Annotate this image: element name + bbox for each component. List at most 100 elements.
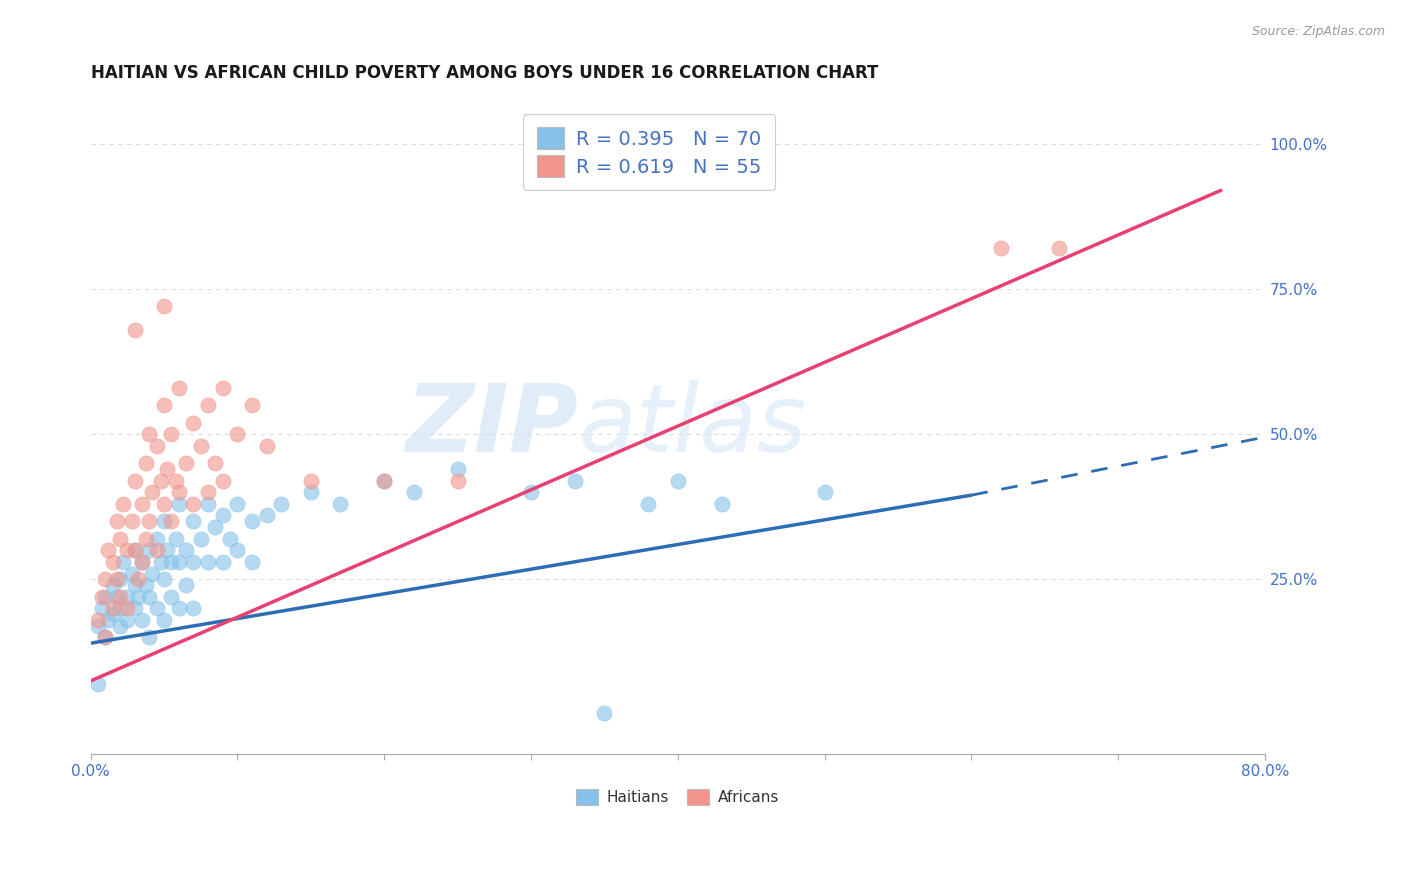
Point — [240, 555, 263, 569]
Point — [111, 555, 134, 569]
Point — [135, 456, 157, 470]
Point — [240, 514, 263, 528]
Point — [204, 520, 226, 534]
Point — [141, 485, 163, 500]
Point — [124, 474, 146, 488]
Point — [150, 474, 173, 488]
Point — [165, 532, 187, 546]
Point — [564, 474, 586, 488]
Point — [117, 613, 139, 627]
Point — [145, 543, 167, 558]
Point — [219, 532, 242, 546]
Point — [153, 398, 176, 412]
Point — [135, 578, 157, 592]
Point — [108, 572, 131, 586]
Point — [156, 543, 179, 558]
Point — [197, 398, 219, 412]
Point — [446, 462, 468, 476]
Point — [373, 474, 395, 488]
Point — [94, 590, 117, 604]
Point — [94, 631, 117, 645]
Point — [190, 439, 212, 453]
Point — [256, 439, 278, 453]
Point — [121, 514, 143, 528]
Point — [111, 497, 134, 511]
Point — [183, 416, 205, 430]
Point — [156, 462, 179, 476]
Point — [183, 601, 205, 615]
Point — [135, 532, 157, 546]
Legend: Haitians, Africans: Haitians, Africans — [569, 782, 786, 812]
Point — [127, 590, 149, 604]
Text: ZIP: ZIP — [405, 379, 578, 472]
Point — [211, 474, 233, 488]
Point — [108, 590, 131, 604]
Point — [124, 543, 146, 558]
Point — [138, 427, 160, 442]
Point — [138, 543, 160, 558]
Point — [226, 427, 249, 442]
Point — [167, 381, 190, 395]
Point — [167, 485, 190, 500]
Point — [108, 619, 131, 633]
Text: HAITIAN VS AFRICAN CHILD POVERTY AMONG BOYS UNDER 16 CORRELATION CHART: HAITIAN VS AFRICAN CHILD POVERTY AMONG B… — [90, 64, 877, 82]
Text: atlas: atlas — [578, 380, 806, 471]
Point — [160, 590, 183, 604]
Point — [138, 590, 160, 604]
Point — [299, 485, 322, 500]
Point — [105, 572, 128, 586]
Point — [105, 590, 128, 604]
Point — [131, 555, 153, 569]
Point — [174, 543, 197, 558]
Point — [167, 601, 190, 615]
Point — [91, 601, 114, 615]
Point — [593, 706, 616, 720]
Point — [117, 590, 139, 604]
Point — [299, 474, 322, 488]
Point — [226, 543, 249, 558]
Point — [87, 677, 110, 691]
Point — [117, 543, 139, 558]
Point — [1047, 242, 1070, 256]
Point — [226, 497, 249, 511]
Point — [153, 497, 176, 511]
Point — [127, 572, 149, 586]
Point — [138, 514, 160, 528]
Point — [211, 555, 233, 569]
Point — [204, 456, 226, 470]
Point — [101, 607, 124, 622]
Point — [190, 532, 212, 546]
Point — [121, 566, 143, 581]
Point — [211, 381, 233, 395]
Point — [197, 555, 219, 569]
Point — [165, 474, 187, 488]
Point — [160, 514, 183, 528]
Point — [637, 497, 659, 511]
Point — [94, 631, 117, 645]
Point — [183, 555, 205, 569]
Point — [373, 474, 395, 488]
Point — [813, 485, 835, 500]
Point — [153, 613, 176, 627]
Point — [101, 601, 124, 615]
Point — [87, 619, 110, 633]
Point — [108, 601, 131, 615]
Point — [211, 508, 233, 523]
Point — [174, 456, 197, 470]
Point — [108, 532, 131, 546]
Point — [101, 578, 124, 592]
Point — [329, 497, 352, 511]
Point — [270, 497, 292, 511]
Point — [256, 508, 278, 523]
Point — [145, 439, 167, 453]
Point — [141, 566, 163, 581]
Point — [167, 497, 190, 511]
Point — [446, 474, 468, 488]
Point — [124, 578, 146, 592]
Point — [97, 543, 120, 558]
Point — [160, 427, 183, 442]
Point — [150, 555, 173, 569]
Point — [183, 514, 205, 528]
Point — [183, 497, 205, 511]
Point — [131, 555, 153, 569]
